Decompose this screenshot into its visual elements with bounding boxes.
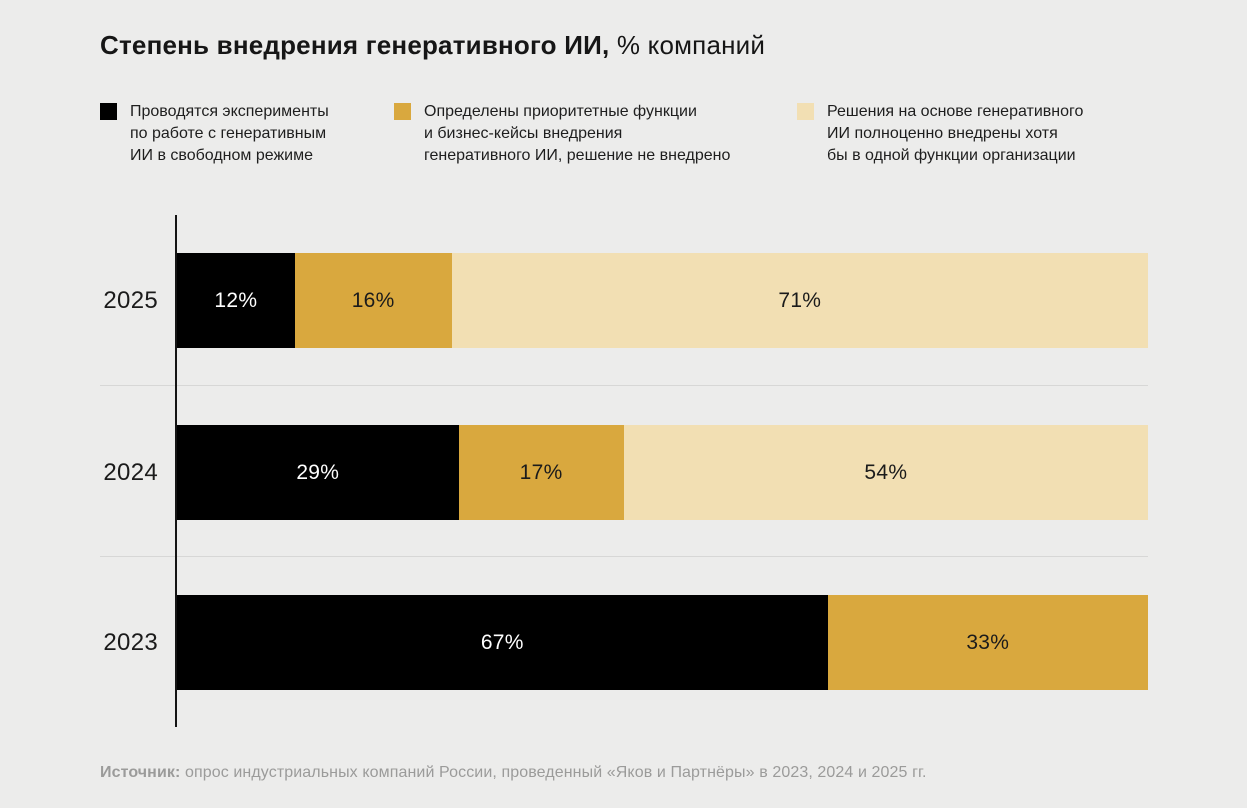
stacked-bar: 29% 17% 54% xyxy=(177,425,1148,520)
segment-value-label: 67% xyxy=(480,630,524,654)
bar-segment: 33% xyxy=(827,595,1148,690)
stacked-bar: 12% 16% 71% xyxy=(177,253,1148,348)
legend-swatch-icon xyxy=(797,103,814,120)
row-separator xyxy=(100,556,1148,557)
legend-item: Решения на основе генеративного ИИ полно… xyxy=(797,101,1157,167)
segment-value-label: 17% xyxy=(519,460,563,484)
segment-value-label: 33% xyxy=(966,630,1010,654)
y-axis-line xyxy=(175,215,177,727)
source-note: Источник: опрос индустриальных компаний … xyxy=(100,764,927,782)
year-label: 2024 xyxy=(103,458,158,486)
bar-row: 2023 67% 33% xyxy=(100,595,1148,690)
legend-swatch-icon xyxy=(100,103,117,120)
segment-value-label: 16% xyxy=(351,288,395,312)
segment-value-label: 71% xyxy=(778,288,822,312)
stacked-bar-chart: 2025 12% 16% 71% 2024 29% 17% 54% 2023 67% 33% xyxy=(100,215,1148,727)
bar-row: 2024 29% 17% 54% xyxy=(100,425,1148,520)
segment-value-label: 29% xyxy=(296,460,340,484)
bar-segment: 17% xyxy=(458,425,624,520)
legend-swatch-icon xyxy=(394,103,411,120)
bar-row: 2025 12% 16% 71% xyxy=(100,253,1148,348)
legend: Проводятся эксперименты по работе с гене… xyxy=(100,101,1148,171)
bar-segment: 12% xyxy=(177,253,295,348)
legend-label: Решения на основе генеративного ИИ полно… xyxy=(827,103,1084,164)
source-prefix: Источник: xyxy=(100,764,181,781)
year-label: 2023 xyxy=(103,628,158,656)
source-text: опрос индустриальных компаний России, пр… xyxy=(180,764,927,781)
chart-title: Степень внедрения генеративного ИИ, % ко… xyxy=(100,30,765,61)
legend-label: Определены приоритетные функции и бизнес… xyxy=(424,103,731,164)
segment-value-label: 12% xyxy=(214,288,258,312)
row-separator xyxy=(100,385,1148,386)
bar-segment: 54% xyxy=(623,425,1148,520)
segment-value-label: 54% xyxy=(864,460,908,484)
legend-item: Определены приоритетные функции и бизнес… xyxy=(394,101,784,167)
bar-segment: 29% xyxy=(177,425,459,520)
legend-label: Проводятся эксперименты по работе с гене… xyxy=(130,103,329,164)
bar-segment: 71% xyxy=(451,253,1148,348)
chart-title-main: Степень внедрения генеративного ИИ, xyxy=(100,30,610,60)
stacked-bar: 67% 33% xyxy=(177,595,1148,690)
bar-segment: 16% xyxy=(294,253,452,348)
bar-segment: 67% xyxy=(177,595,828,690)
chart-title-suffix: % компаний xyxy=(609,30,766,60)
year-label: 2025 xyxy=(103,286,158,314)
legend-item: Проводятся эксперименты по работе с гене… xyxy=(100,101,380,167)
